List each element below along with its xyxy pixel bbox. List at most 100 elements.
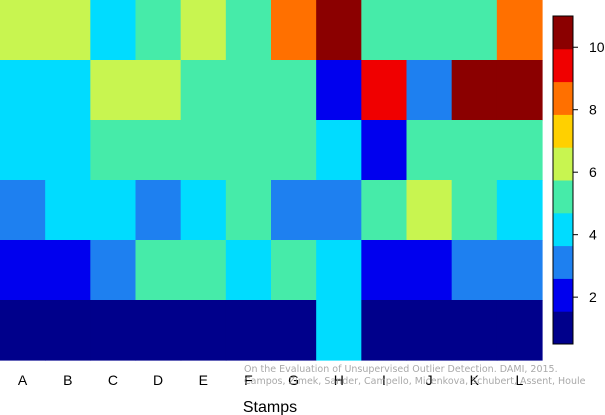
heatmap-cell-j-row4 bbox=[406, 180, 453, 241]
heatmap-cell-i-row4 bbox=[361, 180, 408, 241]
heatmap-cell-d-row4 bbox=[135, 180, 182, 241]
x-tick-label-i: I bbox=[382, 372, 386, 388]
x-tick-label-d: D bbox=[153, 372, 163, 388]
heatmap-cell-h-row2 bbox=[316, 60, 362, 121]
x-tick-label-l: L bbox=[516, 372, 524, 388]
heatmap-cell-c-row2 bbox=[90, 60, 137, 121]
heatmap-cell-a-row1 bbox=[0, 0, 46, 61]
heatmap-cell-c-row1 bbox=[90, 0, 137, 61]
heatmap-cell-d-row6 bbox=[135, 300, 182, 361]
heatmap-cell-l-row5 bbox=[496, 240, 543, 301]
colorbar-tick-label-8: 8 bbox=[589, 102, 597, 118]
heatmap-cell-a-row3 bbox=[0, 120, 46, 181]
heatmap-cell-f-row2 bbox=[225, 60, 272, 121]
x-tick-label-h: H bbox=[334, 372, 344, 388]
colorbar-tick-label-4: 4 bbox=[589, 227, 597, 243]
x-tick-label-f: F bbox=[244, 372, 253, 388]
colorbar-frame bbox=[552, 15, 574, 345]
colorbar-segment-2 bbox=[553, 278, 573, 312]
heatmap-cell-f-row1 bbox=[225, 0, 272, 61]
colorbar-segment-6 bbox=[553, 147, 573, 181]
heatmap-cell-b-row2 bbox=[45, 60, 91, 121]
x-tick-labels: A B C D E F G H I J K L bbox=[18, 372, 524, 388]
x-tick-label-j: J bbox=[426, 372, 433, 388]
heatmap-cell-g-row4 bbox=[271, 180, 317, 241]
heatmap-cell-c-row4 bbox=[90, 180, 137, 241]
heatmap-cell-i-row1 bbox=[361, 0, 408, 61]
heatmap-cell-k-row6 bbox=[451, 300, 498, 361]
heatmap-cell-e-row5 bbox=[180, 240, 227, 301]
heatmap-cell-c-row6 bbox=[90, 300, 137, 361]
heatmap-cell-i-row2 bbox=[361, 60, 408, 121]
colorbar-segment-5 bbox=[553, 180, 573, 214]
heatmap-cell-a-row6 bbox=[0, 300, 46, 361]
heatmap-cell-j-row3 bbox=[406, 120, 453, 181]
colorbar-segment-1 bbox=[553, 311, 573, 345]
heatmap-cell-a-row5 bbox=[0, 240, 46, 301]
heatmap-cell-f-row5 bbox=[225, 240, 272, 301]
colorbar-tick-label-6: 6 bbox=[589, 164, 597, 180]
heatmap-cell-e-row2 bbox=[180, 60, 227, 121]
heatmap-cell-l-row3 bbox=[496, 120, 543, 181]
heatmap-cell-g-row5 bbox=[271, 240, 317, 301]
x-tick-label-b: B bbox=[63, 372, 72, 388]
watermark-line-1: On the Evaluation of Unsupervised Outlie… bbox=[244, 364, 558, 375]
heatmap-cell-d-row5 bbox=[135, 240, 182, 301]
heatmap-cell-d-row3 bbox=[135, 120, 182, 181]
heatmap-cell-c-row5 bbox=[90, 240, 137, 301]
heatmap-cell-j-row1 bbox=[406, 0, 453, 61]
colorbar-segment-9 bbox=[553, 48, 573, 83]
colorbar-tick-labels: 2 4 6 8 10 bbox=[573, 39, 605, 305]
heatmap-cell-j-row6 bbox=[406, 300, 453, 361]
heatmap-cells bbox=[0, 0, 543, 361]
heatmap-cell-f-row4 bbox=[225, 180, 272, 241]
heatmap-cell-c-row3 bbox=[90, 120, 137, 181]
heatmap-cell-f-row6 bbox=[225, 300, 272, 361]
heatmap-cell-h-row5 bbox=[316, 240, 362, 301]
colorbar-segment-4 bbox=[553, 212, 573, 247]
colorbar bbox=[552, 15, 574, 345]
colorbar-tick-label-2: 2 bbox=[589, 289, 597, 305]
heatmap-cell-l-row4 bbox=[496, 180, 543, 241]
heatmap-cell-k-row1 bbox=[451, 0, 498, 61]
x-tick-label-g: G bbox=[288, 372, 299, 388]
heatmap-cell-l-row6 bbox=[496, 300, 543, 361]
heatmap-cell-f-row3 bbox=[225, 120, 272, 181]
heatmap-cell-e-row1 bbox=[180, 0, 227, 61]
heatmap-cell-a-row2 bbox=[0, 60, 46, 121]
heatmap-cell-i-row5 bbox=[361, 240, 408, 301]
heatmap-cell-g-row6 bbox=[271, 300, 317, 361]
x-axis-title: Stamps bbox=[243, 399, 297, 415]
x-tick-label-k: K bbox=[470, 372, 480, 388]
x-tick-label-a: A bbox=[18, 372, 28, 388]
heatmap-cell-g-row2 bbox=[271, 60, 317, 121]
heatmap-cell-b-row1 bbox=[45, 0, 91, 61]
heatmap-cell-h-row1 bbox=[316, 0, 362, 61]
x-tick-label-e: E bbox=[199, 372, 208, 388]
x-tick-label-c: C bbox=[108, 372, 118, 388]
colorbar-segment-8 bbox=[553, 81, 573, 115]
heatmap-cell-l-row1 bbox=[496, 0, 543, 61]
heatmap-cell-g-row3 bbox=[271, 120, 317, 181]
heatmap-cell-b-row4 bbox=[45, 180, 91, 241]
watermark-line-2: Campos, Zimek, Sander, Campello, Micenko… bbox=[244, 376, 586, 387]
heatmap-cell-i-row6 bbox=[361, 300, 408, 361]
heatmap-cell-l-row2 bbox=[496, 60, 543, 121]
heatmap-cell-j-row5 bbox=[406, 240, 453, 301]
heatmap-cell-e-row4 bbox=[180, 180, 227, 241]
heatmap-cell-k-row3 bbox=[451, 120, 498, 181]
heatmap-cell-j-row2 bbox=[406, 60, 453, 121]
heatmap-cell-i-row3 bbox=[361, 120, 408, 181]
colorbar-segment-3 bbox=[553, 245, 573, 279]
heatmap-cell-b-row3 bbox=[45, 120, 91, 181]
heatmap-cell-h-row3 bbox=[316, 120, 362, 181]
colorbar-segment-7 bbox=[553, 114, 573, 148]
heatmap-cell-k-row4 bbox=[451, 180, 498, 241]
heatmap-cell-g-row1 bbox=[271, 0, 317, 61]
heatmap-cell-k-row5 bbox=[451, 240, 498, 301]
colorbar-segment-10 bbox=[553, 16, 573, 50]
heatmap-cell-d-row2 bbox=[135, 60, 182, 121]
heatmap-cell-b-row6 bbox=[45, 300, 91, 361]
heatmap-cell-h-row4 bbox=[316, 180, 362, 241]
